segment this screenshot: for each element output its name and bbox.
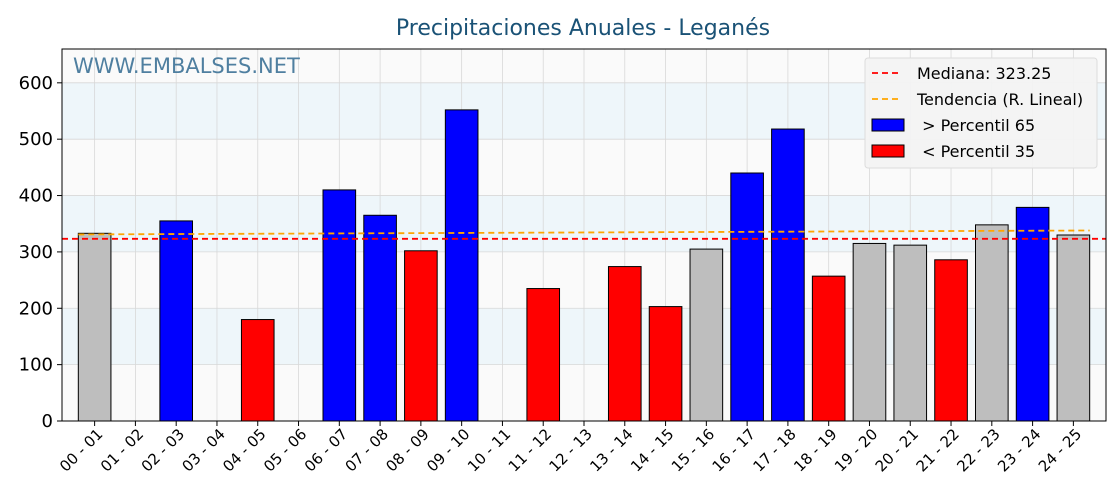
bar-13-14: [607, 266, 642, 422]
bar-02-03: [159, 220, 193, 422]
trend-line: [78, 229, 1090, 236]
bar-00-01: [77, 232, 112, 422]
ytick-label-500: 500: [19, 129, 53, 150]
xtick-label-10: 10 - 11: [464, 425, 514, 475]
xtick-label-20: 20 - 21: [872, 425, 922, 475]
bar-17-18: [771, 128, 805, 422]
xtick-label-3: 03 - 04: [179, 425, 229, 475]
bar-20-21: [893, 244, 928, 422]
xtick-label-12: 12 - 13: [546, 425, 596, 475]
ytick-label-200: 200: [19, 298, 53, 319]
xtick-label-15: 15 - 16: [668, 425, 718, 475]
bar-15-16: [689, 248, 724, 422]
legend-label-median_line: Mediana: 323.25: [917, 64, 1051, 83]
watermark-text: WWW.EMBALSES.NET: [73, 54, 300, 78]
xtick-label-14: 14 - 15: [627, 425, 677, 475]
xtick-label-23: 23 - 24: [994, 425, 1044, 475]
xtick-label-2: 02 - 03: [138, 425, 188, 475]
xtick-label-8: 08 - 09: [382, 425, 432, 475]
xtick-label-4: 04 - 05: [219, 425, 269, 475]
xtick-label-13: 13 - 14: [586, 425, 636, 475]
bar-04-05: [240, 319, 275, 422]
bar-16-17: [730, 172, 764, 422]
bar-21-22: [934, 259, 968, 422]
ytick-label-300: 300: [19, 242, 53, 263]
bar-18-19: [811, 275, 846, 422]
xtick-label-5: 05 - 06: [260, 425, 310, 475]
ytick-label-600: 600: [19, 73, 53, 94]
xtick-label-9: 09 - 10: [423, 425, 473, 475]
bar-14-15: [648, 306, 683, 422]
xtick-label-6: 06 - 07: [301, 425, 351, 475]
bar-22-23: [975, 224, 1009, 422]
legend-swatch-high: [871, 118, 905, 132]
bar-19-20: [852, 242, 887, 422]
bar-06-07: [322, 189, 357, 422]
xtick-label-0: 00 - 01: [56, 425, 106, 475]
xtick-label-1: 01 - 02: [97, 425, 147, 475]
chart-title: Precipitaciones Anuales - Leganés: [396, 16, 770, 41]
ytick-label-100: 100: [19, 355, 53, 376]
xtick-label-16: 16 - 17: [709, 425, 759, 475]
bar-09-10: [444, 109, 479, 422]
legend: Mediana: 323.25 Tendencia (R. Lineal) > P…: [864, 57, 1098, 169]
xtick-label-24: 24 - 25: [1035, 425, 1085, 475]
xtick-label-22: 22 - 23: [953, 425, 1003, 475]
ytick-label-0: 0: [42, 411, 53, 432]
xtick-label-17: 17 - 18: [749, 425, 799, 475]
xtick-label-11: 11 - 12: [505, 425, 555, 475]
bar-07-08: [363, 214, 397, 422]
xtick-label-7: 07 - 08: [342, 425, 392, 475]
bar-11-12: [526, 288, 561, 422]
legend-label-low: < Percentil 35: [917, 142, 1035, 161]
legend-box: [864, 57, 1098, 169]
ytick-label-400: 400: [19, 186, 53, 207]
bar-23-24: [1015, 206, 1050, 422]
xtick-label-19: 19 - 20: [831, 425, 881, 475]
legend-label-high: > Percentil 65: [917, 116, 1035, 135]
legend-swatch-low: [871, 144, 905, 158]
bar-24-25: [1056, 234, 1091, 422]
xtick-label-21: 21 - 22: [913, 425, 963, 475]
bar-08-09: [404, 250, 438, 422]
legend-label-trend_line: Tendencia (R. Lineal): [916, 90, 1083, 109]
xtick-label-18: 18 - 19: [790, 425, 840, 475]
